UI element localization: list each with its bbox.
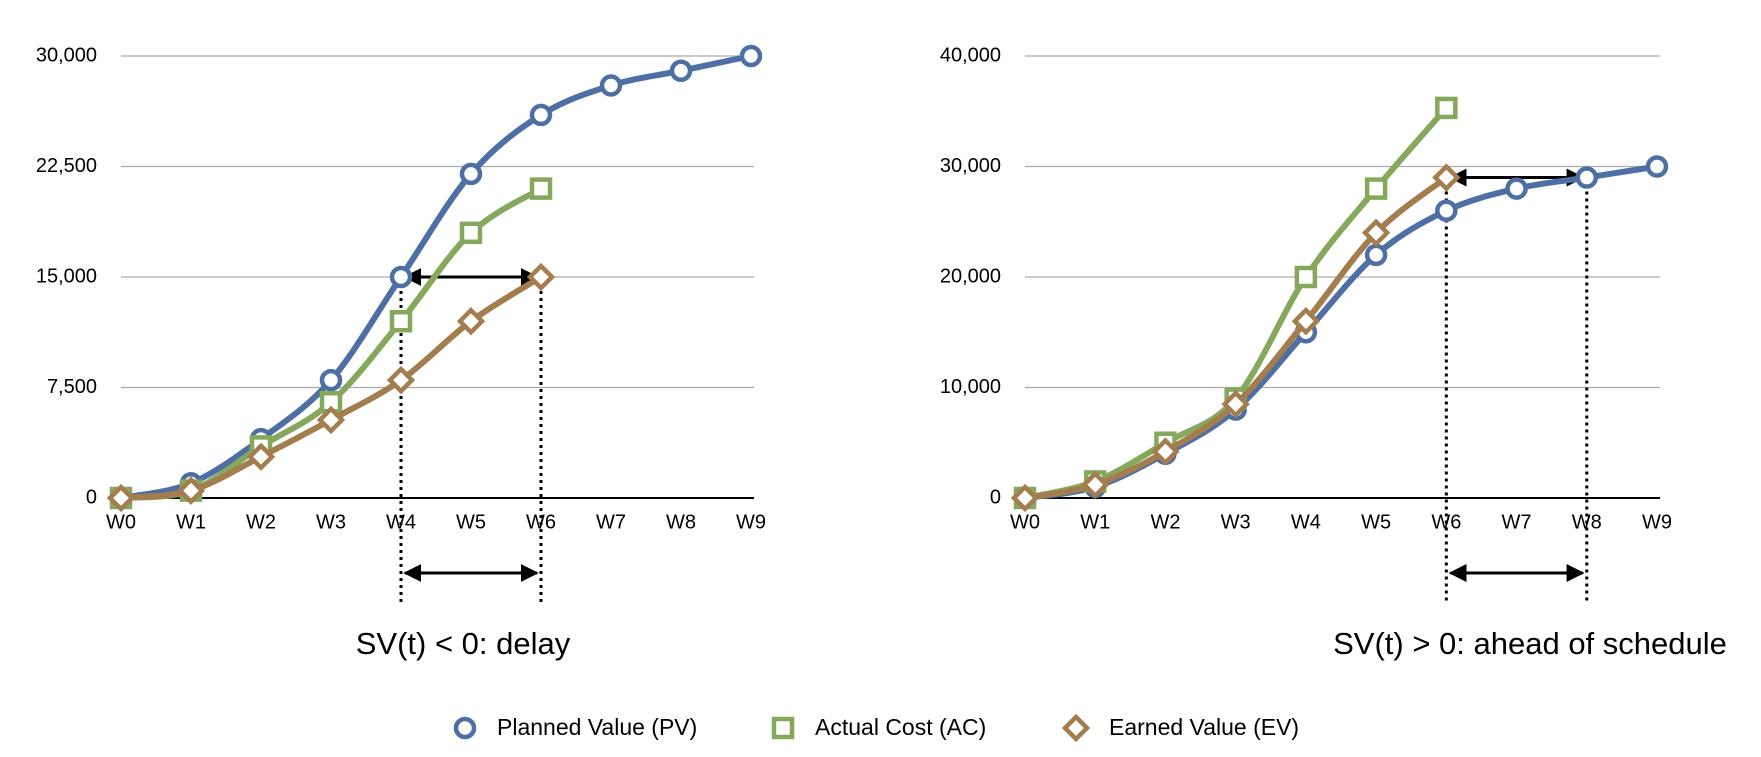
marker-diamond <box>526 262 556 292</box>
marker-circle <box>319 368 343 392</box>
x-tick-label: W1 <box>176 511 206 533</box>
marker-square <box>1364 177 1388 200</box>
legend-label: Earned Value (EV) <box>1109 714 1299 740</box>
series-line <box>1024 163 1658 501</box>
marker-circle <box>1505 177 1528 200</box>
marker-square <box>529 177 553 200</box>
y-tick-label: 15,000 <box>36 265 97 287</box>
x-tick-label: W1 <box>1080 511 1110 533</box>
y-tick-label: 30,000 <box>36 44 97 66</box>
x-tick-label: W7 <box>1502 511 1532 533</box>
x-tick-label: W8 <box>666 511 696 533</box>
marker-circle <box>1645 155 1669 178</box>
annotation: SV(t) > 0: ahead of schedule <box>1333 626 1727 661</box>
marker-square <box>1294 265 1318 289</box>
marker-circle <box>1435 199 1458 222</box>
annotation: SV(t) < 0: delay <box>356 626 571 661</box>
series-line <box>1024 175 1449 501</box>
marker-circle <box>669 59 693 82</box>
marker-circle <box>599 74 623 97</box>
marker-square <box>1435 96 1458 120</box>
marker-diamond <box>1361 218 1391 247</box>
legend-label: Actual Cost (AC) <box>815 714 986 740</box>
x-tick-label: W9 <box>1642 511 1672 533</box>
marker-square <box>389 309 413 333</box>
marker-circle <box>459 162 483 186</box>
marker-circle <box>453 716 477 740</box>
marker-square <box>459 221 483 245</box>
y-tick-label: 20,000 <box>940 265 1001 287</box>
marker-diamond <box>106 483 136 513</box>
x-tick-label: W5 <box>1361 511 1391 533</box>
x-tick-label: W9 <box>736 511 766 533</box>
marker-diamond <box>176 476 206 505</box>
marker-diamond <box>1010 483 1040 513</box>
y-tick-label: 7,500 <box>47 376 97 398</box>
marker-circle <box>1575 166 1599 189</box>
y-tick-label: 30,000 <box>940 155 1001 177</box>
x-tick-label: W7 <box>596 511 626 533</box>
x-tick-label: W3 <box>316 511 346 533</box>
marker-diamond <box>316 405 346 435</box>
marker-circle <box>739 44 763 68</box>
x-tick-label: W3 <box>1221 511 1251 533</box>
x-tick-label: W5 <box>456 511 486 533</box>
marker-circle <box>529 103 553 127</box>
marker-diamond <box>386 365 416 395</box>
marker-diamond <box>246 442 276 471</box>
legend-label: Planned Value (PV) <box>497 714 697 740</box>
x-tick-label: W0 <box>1010 511 1040 533</box>
x-tick-label: W0 <box>106 511 136 533</box>
marker-diamond <box>1432 163 1461 192</box>
marker-circle <box>1364 243 1388 267</box>
y-tick-label: 0 <box>990 486 1001 508</box>
marker-diamond <box>1081 470 1110 499</box>
marker-circle <box>389 265 413 289</box>
marker-diamond <box>1221 389 1250 419</box>
y-tick-label: 10,000 <box>940 376 1001 398</box>
x-tick-label: W2 <box>246 511 276 533</box>
marker-diamond <box>1061 713 1091 743</box>
marker-square <box>771 716 795 740</box>
x-tick-label: W2 <box>1150 511 1180 533</box>
x-tick-label: W4 <box>1291 511 1321 533</box>
y-tick-label: 40,000 <box>940 44 1001 66</box>
marker-diamond <box>1151 437 1180 466</box>
y-tick-label: 22,500 <box>36 155 97 177</box>
marker-diamond <box>456 307 486 336</box>
marker-diamond <box>1291 307 1321 336</box>
series-line <box>120 53 752 501</box>
y-tick-label: 0 <box>86 486 97 508</box>
